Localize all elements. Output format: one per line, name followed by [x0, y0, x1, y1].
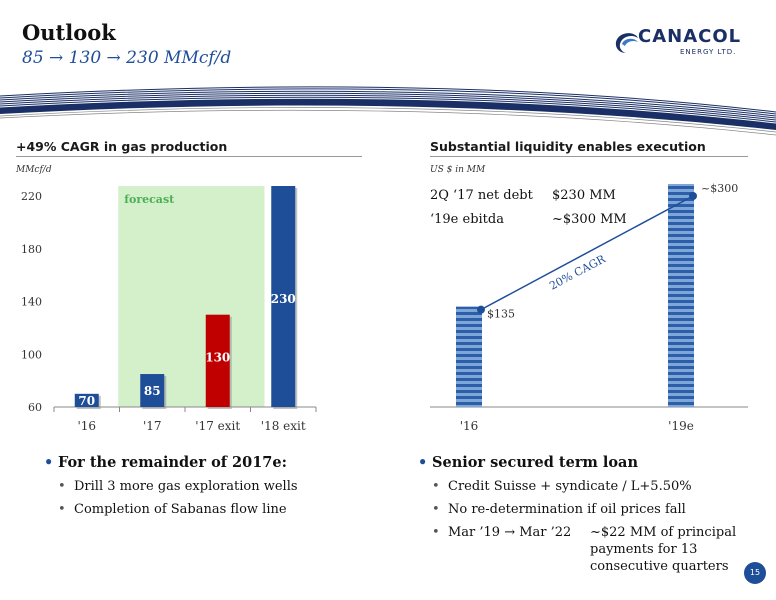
header-swoosh-decoration [0, 86, 776, 136]
bar-data-label: 230 [271, 292, 296, 306]
trend-point [477, 305, 485, 314]
bar [668, 184, 694, 407]
bar [140, 374, 165, 407]
logo-swirl-icon [615, 33, 638, 53]
x-tick-label: '16 [77, 419, 96, 433]
bar [456, 306, 482, 407]
bullet-main: For the remainder of 2017e: [44, 454, 374, 471]
x-tick-label: '17 [143, 419, 162, 433]
page-subtitle: 85 → 130 → 230 MMcf/d [22, 48, 232, 68]
schedule-label: Mar ’19 → Mar ’22 [448, 525, 572, 540]
bullet-sub: No re-determination if oil prices fall [418, 502, 758, 517]
bar-data-label: 70 [78, 394, 95, 408]
x-tick-label: '19e [668, 419, 694, 433]
bullet-main: Senior secured term loan [418, 454, 758, 471]
bullet-sub: Credit Suisse + syndicate / L+5.50% [418, 479, 758, 494]
ebitda-value: ~$300 MM [552, 212, 627, 227]
bar [205, 314, 230, 407]
forecast-region [118, 186, 265, 407]
y-tick-label: 140 [21, 296, 42, 309]
y-tick-label: 100 [21, 348, 42, 361]
page-number: 15 [744, 562, 766, 584]
left-bullet-list: For the remainder of 2017e: Drill 3 more… [44, 454, 374, 525]
data-label: ~$300 [701, 182, 738, 195]
x-tick-label: '18 exit [261, 419, 306, 433]
trend-point [689, 192, 697, 200]
bullet-sub: Completion of Sabanas flow line [44, 502, 374, 517]
cagr-label: 20% CAGR [547, 252, 608, 293]
production-unit-label: MMcf/d [16, 165, 52, 175]
right-bullet-list: Senior secured term loan Credit Suisse +… [418, 454, 758, 574]
bar [74, 393, 99, 407]
x-tick-label: '17 exit [195, 419, 240, 433]
schedule-text-1: ~$22 MM of principal [590, 525, 737, 540]
company-logo: CANACOL ENERGY LTD. [612, 26, 752, 60]
bullet-sub: Drill 3 more gas exploration wells [44, 479, 374, 494]
bar-data-label: 130 [205, 351, 230, 365]
schedule-text-3: consecutive quarters [590, 559, 729, 574]
page-title: Outlook [22, 20, 116, 45]
liquidity-heading: Substantial liquidity enables execution [430, 139, 748, 157]
bar-shadow [142, 376, 167, 409]
bar-data-label: 85 [144, 384, 161, 398]
ebitda-label: ‘19e ebitda [430, 212, 504, 227]
x-tick-label: '16 [460, 419, 479, 433]
bar-shadow [76, 395, 101, 409]
bar [271, 186, 296, 407]
logo-wordmark: CANACOL [638, 26, 742, 47]
bullet-sub: Mar ’19 → Mar ’22 ~$22 MM of principal [418, 525, 758, 540]
logo-tagline: ENERGY LTD. [680, 48, 737, 56]
forecast-label: forecast [124, 193, 175, 206]
production-heading: +49% CAGR in gas production [16, 139, 362, 157]
bar-shadow [273, 188, 298, 409]
bar-shadow [207, 316, 232, 409]
y-tick-label: 60 [28, 401, 42, 414]
y-tick-label: 180 [21, 243, 42, 256]
data-label: $135 [487, 308, 515, 321]
liquidity-unit-label: US $ in MM [430, 165, 486, 175]
net-debt-value: $230 MM [552, 188, 616, 203]
y-tick-label: 220 [21, 190, 42, 203]
net-debt-label: 2Q ‘17 net debt [430, 188, 533, 203]
schedule-text-2: payments for 13 [590, 542, 698, 557]
